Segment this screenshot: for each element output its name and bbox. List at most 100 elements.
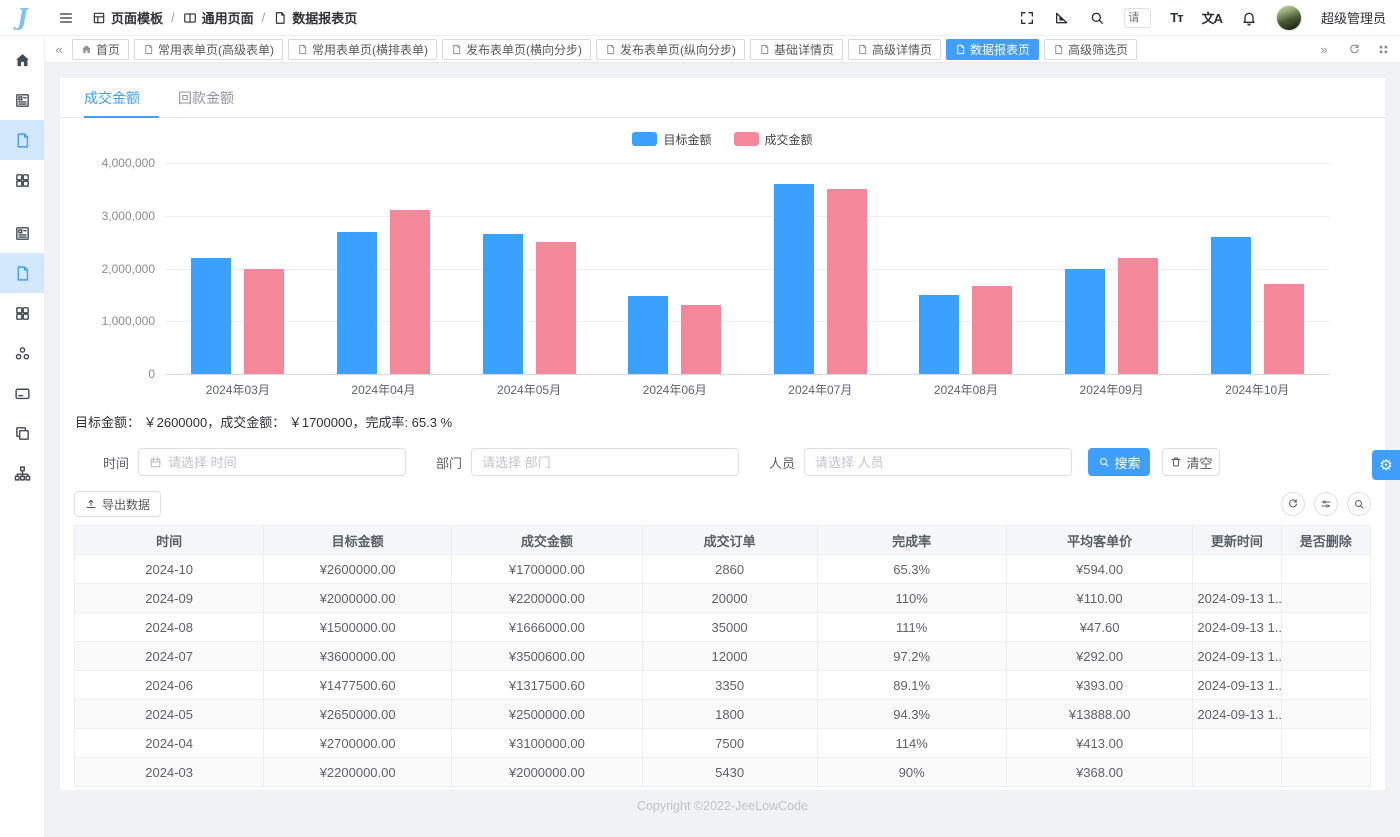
search-button-label: 搜索 xyxy=(1114,455,1141,471)
table-header-cell: 完成率 xyxy=(816,525,1007,555)
user-name[interactable]: 超级管理员 xyxy=(1320,11,1386,26)
gridline xyxy=(165,163,1330,164)
breadcrumb-item[interactable]: 数据报表页 xyxy=(273,8,357,27)
sidebar-item[interactable] xyxy=(0,293,44,333)
bar-成交金额 xyxy=(535,242,576,374)
sidebar-item[interactable] xyxy=(0,213,44,253)
breadcrumb-item[interactable]: 页面模板 xyxy=(92,8,163,27)
sidebar-item[interactable] xyxy=(0,413,44,453)
x-axis-label: 2024年04月 xyxy=(351,383,416,397)
bar-目标金额 xyxy=(628,296,669,374)
language-icon[interactable]: 文A xyxy=(1201,11,1223,26)
page-tab[interactable]: 高级详情页 xyxy=(848,38,942,60)
sidebar-item[interactable] xyxy=(0,160,44,200)
table-header-cell: 更新时间 xyxy=(1192,525,1282,555)
refresh-tab-icon[interactable] xyxy=(1348,43,1361,56)
doc-icon xyxy=(451,44,462,55)
filter-input[interactable] xyxy=(471,448,740,476)
column-settings-button[interactable] xyxy=(1314,492,1338,516)
search-button-icon xyxy=(1098,456,1110,468)
table-row: 2024-04 ¥2700000.00 ¥3100000.00 7500 114% ¥41… xyxy=(73,728,1371,758)
table-cell: 2024-06 xyxy=(73,670,265,700)
bar-group xyxy=(311,163,457,374)
page-tab[interactable]: 首页 xyxy=(72,38,130,60)
table-cell: ¥3500600.00 xyxy=(451,641,643,671)
tabs-bar-actions: » xyxy=(1316,42,1390,57)
search-button[interactable]: 搜索 xyxy=(1088,448,1151,476)
tabs-scroll-left-button[interactable]: « xyxy=(55,41,63,57)
bar-目标金额 xyxy=(191,257,232,374)
y-axis-tick: 3,000,000 xyxy=(101,208,155,223)
x-axis-label: 2024年03月 xyxy=(205,383,270,397)
user-avatar[interactable] xyxy=(1275,4,1302,31)
table-search-button[interactable] xyxy=(1347,492,1371,516)
summary-text: 目标金额： ￥2600000，成交金额： ￥1700000，完成率: 65.3 … xyxy=(75,415,453,430)
page-tab[interactable]: 基础详情页 xyxy=(750,38,844,60)
menu-toggle-icon[interactable] xyxy=(58,10,74,26)
panel-tab[interactable]: 回款金额 xyxy=(159,78,253,117)
legend-item[interactable]: 目标金额 xyxy=(632,131,712,148)
breadcrumb-item[interactable]: 通用页面 xyxy=(183,8,254,27)
table-cell: 12000 xyxy=(641,641,818,671)
copy-icon xyxy=(14,425,31,442)
fullscreen-icon[interactable] xyxy=(1019,10,1035,26)
table-row: 2024-10 ¥2600000.00 ¥1700000.00 2860 65.3% ¥5… xyxy=(73,554,1371,584)
page-tab[interactable]: 数据报表页 xyxy=(946,38,1040,60)
table-cell: ¥2000000.00 xyxy=(451,757,643,787)
table-refresh-button[interactable] xyxy=(1281,492,1305,516)
y-axis-tick: 0 xyxy=(148,367,155,381)
table-cell xyxy=(1192,728,1282,758)
page-tab[interactable]: 高级筛选页 xyxy=(1044,38,1138,60)
ruler-icon[interactable] xyxy=(1054,10,1070,26)
gear-icon: ⚙ xyxy=(1379,457,1393,474)
sidebar-item[interactable] xyxy=(0,373,44,413)
tree-icon xyxy=(14,465,31,482)
sidebar-item[interactable] xyxy=(0,333,44,373)
page-tab[interactable]: 发布表单页(纵向分步) xyxy=(596,38,746,60)
bar-group xyxy=(748,163,894,374)
legend-item[interactable]: 成交金额 xyxy=(733,131,813,148)
bar-成交金额 xyxy=(972,286,1013,374)
page-tab[interactable]: 发布表单页(横向分步) xyxy=(442,38,592,60)
bar-成交金额 xyxy=(1263,284,1304,374)
page-tabs: 首页 常用表单页(高级表单) 常用表单页(横排表单) 发布表单页(横向分步) 发布表单页… xyxy=(72,38,1138,60)
sidebar-item[interactable] xyxy=(0,80,44,120)
table-cell: 2024-09-13 1... xyxy=(1192,641,1282,671)
doc-icon xyxy=(1053,44,1064,55)
table-cell: 2024-10 xyxy=(73,554,265,584)
table-cell: ¥413.00 xyxy=(1005,728,1194,758)
tabs-scroll-right-button[interactable]: » xyxy=(1320,41,1328,57)
notification-bell-icon[interactable] xyxy=(1241,10,1257,26)
x-axis-label: 2024年06月 xyxy=(642,383,707,397)
sidebar-item[interactable] xyxy=(0,253,44,293)
page-tab[interactable]: 常用表单页(横排表单) xyxy=(288,38,438,60)
tab-options-icon[interactable] xyxy=(1377,43,1390,56)
page-tab[interactable]: 常用表单页(高级表单) xyxy=(134,38,284,60)
clear-button[interactable]: 清空 xyxy=(1162,448,1221,476)
y-axis-tick: 1,000,000 xyxy=(101,314,155,329)
table-cell: 2860 xyxy=(641,554,818,584)
panel-tab[interactable]: 成交金额 xyxy=(84,78,159,118)
table-cell xyxy=(1280,670,1371,700)
sidebar-item[interactable] xyxy=(0,40,44,80)
table-cell: ¥1700000.00 xyxy=(451,554,643,584)
table-cell: ¥1500000.00 xyxy=(263,612,453,642)
filter-input[interactable] xyxy=(138,448,407,476)
filter-input-field[interactable] xyxy=(482,454,729,470)
table-cell xyxy=(1280,583,1371,613)
font-size-icon[interactable]: Tт xyxy=(1170,10,1183,25)
quick-search-input[interactable] xyxy=(1124,7,1152,28)
theme-settings-button[interactable]: ⚙ xyxy=(1372,450,1400,480)
filter-input-field[interactable] xyxy=(815,454,1062,470)
sidebar-item[interactable] xyxy=(0,120,44,160)
table-cell: 5430 xyxy=(641,757,818,787)
bar-目标金额 xyxy=(482,234,523,374)
export-data-button[interactable]: 导出数据 xyxy=(74,491,162,517)
export-button-label: 导出数据 xyxy=(102,497,151,512)
table-cell: 2024-03 xyxy=(73,757,265,787)
filter-input-field[interactable] xyxy=(168,454,396,470)
filter-input[interactable] xyxy=(804,448,1073,476)
page-tab-label: 发布表单页(纵向分步) xyxy=(620,42,737,57)
sidebar-item[interactable] xyxy=(0,453,44,493)
search-icon[interactable] xyxy=(1089,10,1105,26)
